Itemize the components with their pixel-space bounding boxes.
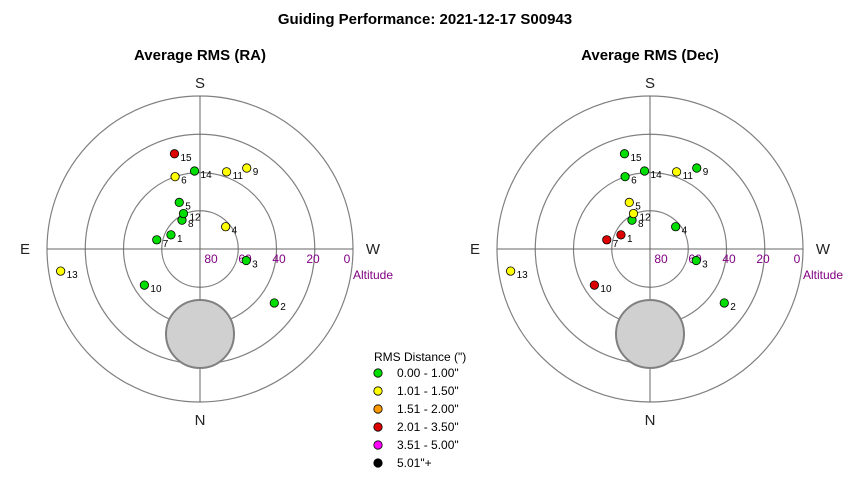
data-point-label-9: 9 <box>253 167 259 178</box>
data-point-14 <box>639 166 650 176</box>
data-point-5 <box>624 197 634 208</box>
legend-swatch-0 <box>373 368 383 378</box>
data-point-4 <box>221 222 231 232</box>
data-point-14 <box>189 166 200 176</box>
altitude-tick-40: 40 <box>272 252 286 266</box>
page-title: Guiding Performance: 2021-12-17 S00943 <box>278 11 572 28</box>
data-point-label-2: 2 <box>280 302 286 313</box>
legend-swatch-5 <box>373 458 383 468</box>
data-point-label-4: 4 <box>232 226 238 237</box>
data-point-label-3: 3 <box>702 260 708 271</box>
data-point-label-4: 4 <box>682 226 688 237</box>
altitude-tick-20: 20 <box>756 252 770 266</box>
data-point-label-9: 9 <box>703 167 709 178</box>
data-point-label-13: 13 <box>67 270 79 281</box>
moon-disc <box>615 299 685 369</box>
data-point-label-10: 10 <box>150 284 162 295</box>
data-point-2 <box>269 298 279 308</box>
data-point-3 <box>691 255 701 266</box>
data-point-4 <box>671 222 681 232</box>
data-point-label-12: 12 <box>189 213 201 224</box>
data-point-3 <box>241 255 251 266</box>
data-point-label-13: 13 <box>517 270 529 281</box>
altitude-tick-80: 80 <box>654 252 668 266</box>
polar-plot-ra: Average RMS (RA) SNEW806040200Altitude12… <box>20 47 393 429</box>
data-point-label-11: 11 <box>683 171 694 182</box>
altitude-tick-0: 0 <box>794 252 801 266</box>
data-point-12 <box>628 208 639 219</box>
legend-swatch-2 <box>373 404 383 414</box>
data-point-10 <box>139 280 149 290</box>
altitude-tick-80: 80 <box>204 252 218 266</box>
altitude-axis-label: Altitude <box>353 268 393 282</box>
legend-label-0: 0.00 - 1.00" <box>397 366 459 380</box>
cardinal-n: N <box>645 412 656 429</box>
data-point-label-14: 14 <box>201 170 213 181</box>
data-point-15 <box>169 149 180 159</box>
data-point-label-7: 7 <box>613 239 619 250</box>
rms-legend: RMS Distance (") 0.00 - 1.00" 1.01 - 1.50… <box>373 350 466 470</box>
data-point-11 <box>671 167 682 177</box>
data-point-label-3: 3 <box>252 260 258 271</box>
polar-plot-dec: Average RMS (Dec) SNEW806040200Altitude1… <box>470 47 843 429</box>
legend-label-1: 1.01 - 1.50" <box>397 384 459 398</box>
data-point-1 <box>616 230 626 240</box>
data-point-label-7: 7 <box>163 239 169 250</box>
data-point-13 <box>56 266 66 276</box>
altitude-tick-0: 0 <box>344 252 351 266</box>
plot-title-ra: Average RMS (RA) <box>134 47 266 64</box>
data-point-9 <box>692 163 702 173</box>
data-point-11 <box>221 167 232 177</box>
data-point-label-12: 12 <box>639 213 651 224</box>
cardinal-w: W <box>366 241 381 258</box>
data-point-label-14: 14 <box>651 170 663 181</box>
cardinal-e: E <box>470 241 480 258</box>
data-point-6 <box>170 172 180 182</box>
moon-disc <box>165 299 235 369</box>
legend-label-4: 3.51 - 5.00" <box>397 438 459 452</box>
data-point-label-1: 1 <box>177 234 183 245</box>
data-point-label-2: 2 <box>730 302 736 313</box>
data-point-label-1: 1 <box>627 234 633 245</box>
legend-swatch-4 <box>373 440 383 450</box>
data-point-13 <box>506 266 516 276</box>
data-point-6 <box>620 172 630 182</box>
data-point-9 <box>242 163 252 173</box>
data-point-label-15: 15 <box>180 153 192 164</box>
data-point-1 <box>166 230 176 240</box>
legend-label-5: 5.01"+ <box>397 456 432 470</box>
cardinal-e: E <box>20 241 30 258</box>
data-point-12 <box>178 208 189 219</box>
legend-label-2: 1.51 - 2.00" <box>397 402 459 416</box>
cardinal-s: S <box>195 75 205 92</box>
data-point-7 <box>602 235 612 245</box>
cardinal-w: W <box>816 241 831 258</box>
data-point-label-6: 6 <box>631 176 637 187</box>
plot-title-dec: Average RMS (Dec) <box>581 47 719 64</box>
cardinal-n: N <box>195 412 206 429</box>
data-point-label-11: 11 <box>233 171 244 182</box>
data-point-label-6: 6 <box>181 176 187 187</box>
legend-swatch-1 <box>373 386 383 396</box>
legend-swatch-3 <box>373 422 383 432</box>
legend-title: RMS Distance (") <box>374 350 466 364</box>
altitude-tick-20: 20 <box>306 252 320 266</box>
altitude-tick-40: 40 <box>722 252 736 266</box>
data-point-label-15: 15 <box>630 153 642 164</box>
data-point-label-5: 5 <box>185 201 191 212</box>
data-point-label-8: 8 <box>188 219 194 230</box>
cardinal-s: S <box>645 75 655 92</box>
data-point-15 <box>619 149 630 159</box>
data-point-label-10: 10 <box>600 284 612 295</box>
legend-label-3: 2.01 - 3.50" <box>397 420 459 434</box>
data-point-label-5: 5 <box>635 201 641 212</box>
data-point-5 <box>174 197 184 208</box>
data-point-7 <box>152 235 162 245</box>
altitude-axis-label: Altitude <box>803 268 843 282</box>
data-point-10 <box>589 280 599 290</box>
data-point-2 <box>719 298 729 308</box>
data-point-label-8: 8 <box>638 219 644 230</box>
